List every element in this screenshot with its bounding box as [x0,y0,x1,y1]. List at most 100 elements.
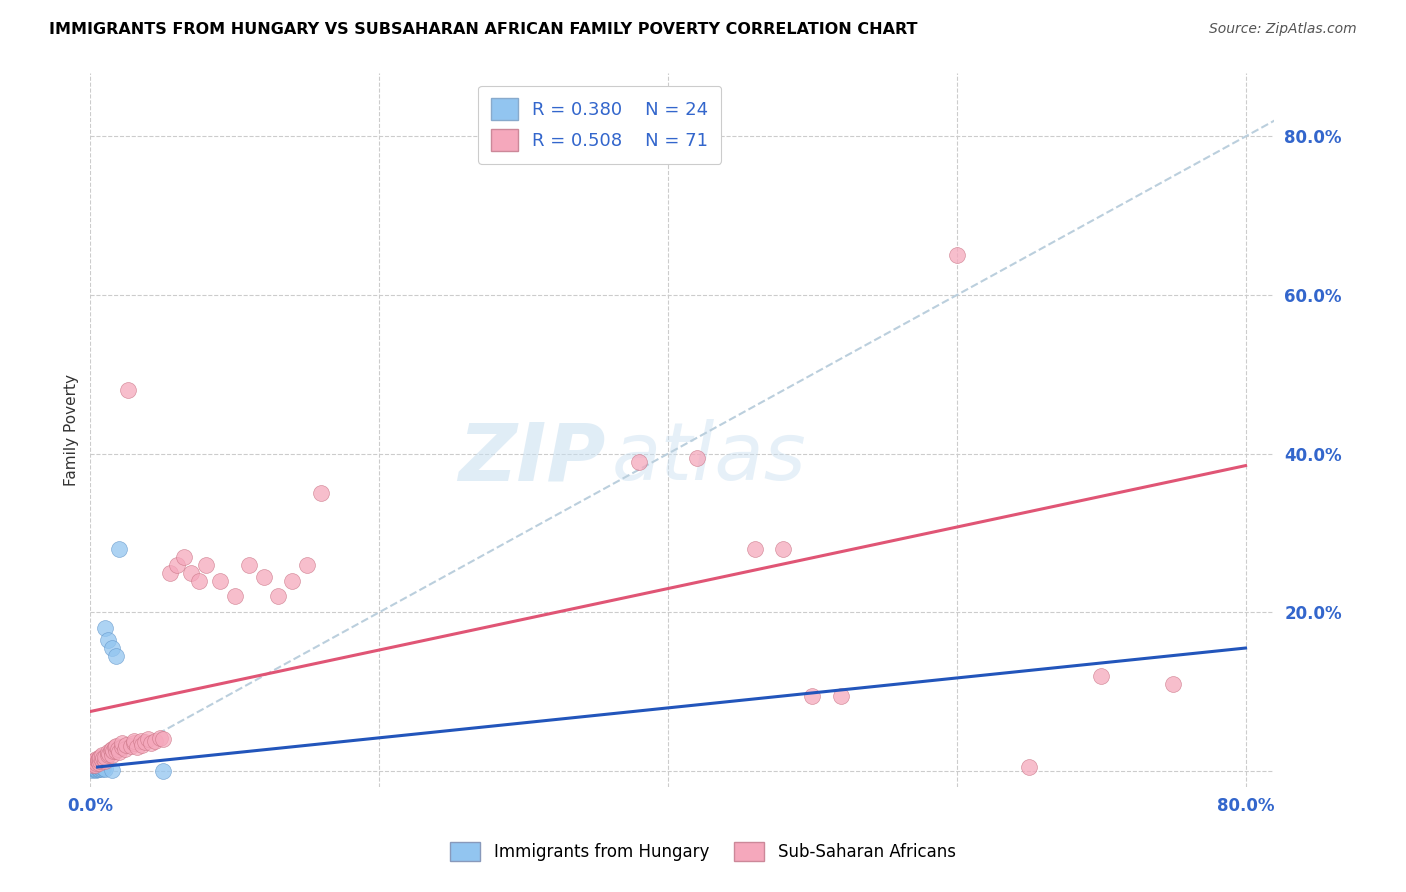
Point [86,755,108,769]
Point [89,761,111,775]
Text: atlas: atlas [612,419,806,498]
Point [103,744,125,758]
Point [134,735,156,749]
Point [97,633,120,648]
Point [94,621,117,635]
Point [159,566,181,580]
Point [120,739,142,753]
Point [80,763,103,777]
Point [107,741,129,756]
Point [80,757,103,772]
Point [131,738,153,752]
Point [125,740,148,755]
Point [139,736,162,750]
Point [295,558,318,572]
Point [281,574,304,588]
Point [90,748,112,763]
Point [945,248,967,262]
Point [86,761,108,775]
Point [82,756,104,770]
Point [111,736,134,750]
Point [136,732,159,747]
Point [90,753,112,767]
Point [82,755,104,769]
Point [830,689,852,703]
Point [94,762,117,776]
Point [772,541,794,556]
Point [94,755,117,769]
Point [105,744,128,758]
Point [89,759,111,773]
Point [801,689,824,703]
Point [98,747,121,761]
Point [83,754,105,768]
Point [114,741,136,756]
Legend: Immigrants from Hungary, Sub-Saharan Africans: Immigrants from Hungary, Sub-Saharan Afr… [444,835,962,868]
Point [122,734,145,748]
Point [108,745,131,759]
Point [105,739,128,753]
Point [87,751,110,765]
Point [94,749,117,764]
Point [166,558,188,572]
Text: Source: ZipAtlas.com: Source: ZipAtlas.com [1209,22,1357,37]
Y-axis label: Family Poverty: Family Poverty [65,374,79,486]
Point [180,566,202,580]
Point [252,569,274,583]
Point [311,486,333,500]
Point [84,756,107,770]
Point [82,760,104,774]
Point [267,590,290,604]
Point [143,734,166,748]
Point [89,749,111,764]
Point [149,731,172,745]
Point [115,738,138,752]
Point [108,541,131,556]
Point [187,574,209,588]
Point [117,384,139,398]
Point [122,736,145,750]
Point [87,756,110,770]
Point [83,761,105,775]
Point [83,757,105,772]
Point [100,743,122,757]
Point [194,558,217,572]
Text: ZIP: ZIP [458,419,606,498]
Point [82,762,104,776]
Point [628,455,651,469]
Point [1163,677,1185,691]
Point [87,762,110,776]
Point [686,450,709,465]
Point [86,753,108,767]
Point [84,763,107,777]
Point [86,763,108,777]
Point [97,745,120,759]
Point [101,748,124,763]
Point [90,760,112,774]
Point [111,740,134,755]
Point [97,748,120,763]
Point [1018,760,1040,774]
Point [129,734,152,748]
Point [91,751,114,765]
Point [101,741,124,756]
Point [104,740,127,755]
Point [173,549,195,564]
Point [91,761,114,775]
Point [224,590,246,604]
Point [105,648,128,663]
Point [83,763,105,777]
Point [87,760,110,774]
Point [84,762,107,776]
Point [101,763,124,777]
Point [238,558,260,572]
Point [101,640,124,655]
Point [1090,669,1112,683]
Point [90,762,112,776]
Legend: R = 0.380    N = 24, R = 0.508    N = 71: R = 0.380 N = 24, R = 0.508 N = 71 [478,86,721,164]
Point [152,764,174,778]
Point [209,574,232,588]
Point [84,752,107,766]
Point [152,732,174,747]
Text: IMMIGRANTS FROM HUNGARY VS SUBSAHARAN AFRICAN FAMILY POVERTY CORRELATION CHART: IMMIGRANTS FROM HUNGARY VS SUBSAHARAN AF… [49,22,918,37]
